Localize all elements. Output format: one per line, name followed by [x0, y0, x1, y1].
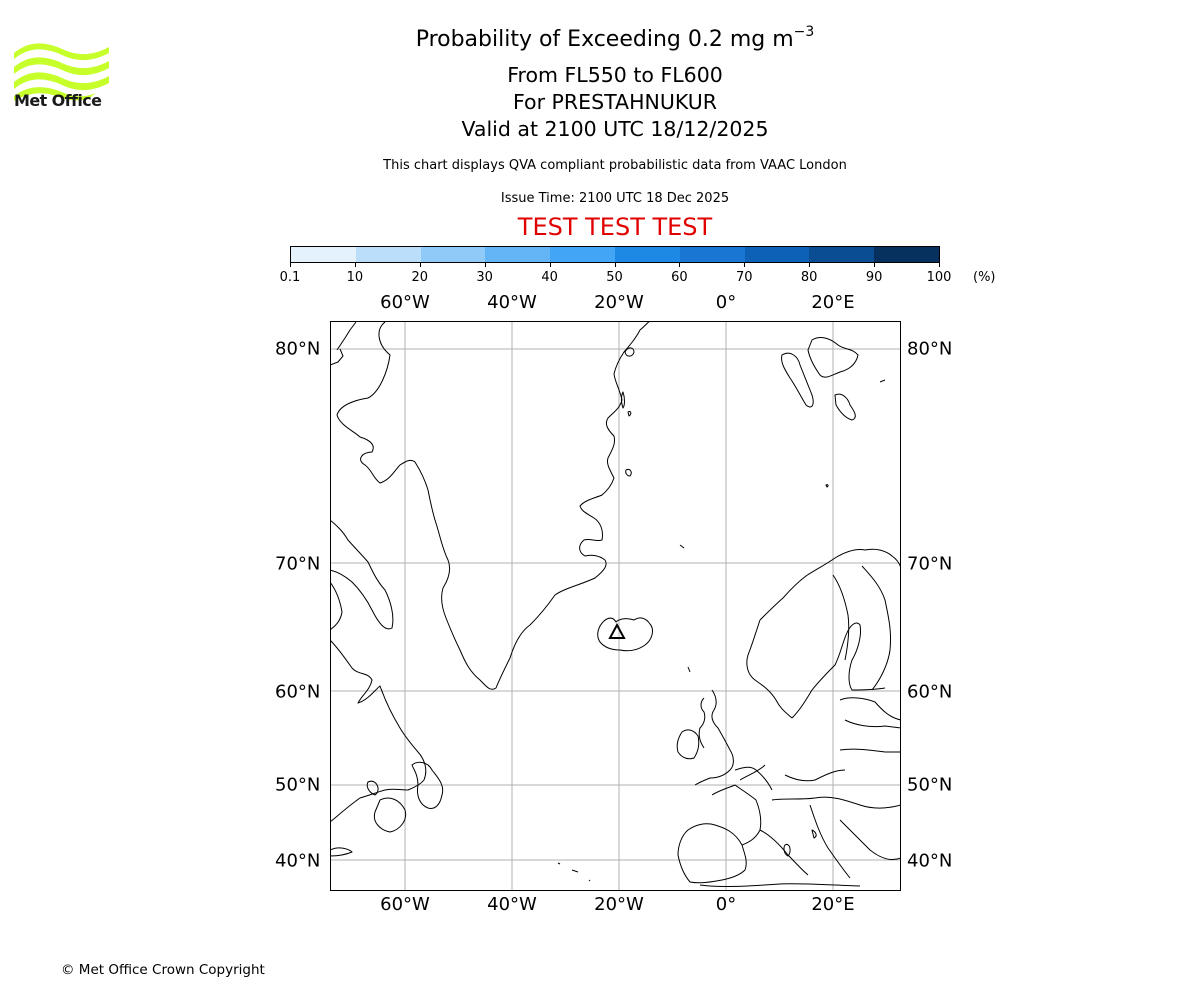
colorbar-tick-label: 40 [541, 270, 558, 285]
lat-label-left: 70°N [275, 553, 321, 575]
colorbar-segment [291, 247, 356, 262]
colorbar-segment [420, 247, 486, 262]
colorbar-tick [419, 262, 421, 267]
colorbar-segment [355, 247, 421, 262]
lon-label-top: 60°W [380, 292, 430, 313]
lat-label-left: 60°N [275, 681, 321, 703]
lon-label-bottom: 60°W [380, 894, 430, 915]
colorbar-tick [679, 262, 681, 267]
colorbar-tick [744, 262, 746, 267]
colorbar-tick [874, 262, 876, 267]
issue-time: Issue Time: 2100 UTC 18 Dec 2025 [500, 191, 730, 206]
lat-label-left: 40°N [275, 850, 321, 872]
colorbar-tick-label: 70 [736, 270, 753, 285]
colorbar-unit: (%) [973, 270, 996, 285]
colorbar-tick [939, 262, 940, 267]
copyright-notice: © Met Office Crown Copyright [61, 962, 265, 978]
lon-label-top: 40°W [487, 292, 537, 313]
test-banner: TEST TEST TEST [517, 213, 713, 241]
lon-label-bottom: 20°W [594, 894, 644, 915]
lat-label-right: 40°N [907, 850, 953, 872]
lat-label-right: 80°N [907, 338, 953, 360]
lat-label-right: 70°N [907, 553, 953, 575]
lat-label-right: 50°N [907, 774, 953, 796]
lat-label-left: 80°N [275, 338, 321, 360]
colorbar-tick [484, 262, 486, 267]
lat-label-left: 50°N [275, 774, 321, 796]
colorbar-tick-label: 80 [800, 270, 818, 285]
colorbar-segment [679, 247, 745, 262]
met-office-logo-icon [14, 43, 109, 101]
map-panel [330, 321, 901, 891]
lon-label-bottom: 0° [715, 894, 737, 915]
chart-description: This chart displays QVA compliant probab… [383, 158, 847, 173]
colorbar-segment [614, 247, 680, 262]
met-office-logo-text: Met Office [14, 91, 102, 110]
chart-title: Probability of Exceeding 0.2 mg m−3 [415, 23, 815, 52]
colorbar-tick-label: 100 [926, 270, 952, 285]
coastlines [330, 321, 901, 888]
colorbar-segment [874, 247, 939, 262]
colorbar-tick [549, 262, 551, 267]
colorbar-tick-label: 50 [606, 270, 623, 285]
colorbar-tick-label: 90 [865, 270, 883, 285]
lon-label-bottom: 20°E [811, 894, 855, 915]
colorbar-tick [290, 262, 291, 267]
colorbar-tick-label: 60 [671, 270, 688, 285]
colorbar-tick-label: 10 [346, 270, 364, 285]
colorbar-segment [809, 247, 875, 262]
valid-time: Valid at 2100 UTC 18/12/2025 [461, 117, 769, 141]
colorbar-segment [550, 247, 615, 262]
colorbar-tick [809, 262, 811, 267]
lon-label-top: 20°W [594, 292, 644, 313]
colorbar-segment [485, 247, 551, 262]
lat-label-right: 60°N [907, 681, 953, 703]
volcano-name: For PRESTAHNUKUR [513, 90, 717, 114]
lon-label-top: 20°E [811, 292, 855, 313]
gridlines [330, 321, 901, 891]
lon-label-top: 0° [715, 292, 737, 313]
colorbar-tick-label: 0.1 [279, 270, 301, 285]
flight-level-range: From FL550 to FL600 [507, 63, 723, 87]
colorbar-tick-label: 30 [476, 270, 493, 285]
colorbar-tick [354, 262, 356, 267]
lon-label-bottom: 40°W [487, 894, 537, 915]
probability-colorbar [290, 246, 940, 263]
colorbar-tick [614, 262, 616, 267]
colorbar-segment [744, 247, 810, 262]
colorbar-tick-label: 20 [411, 270, 429, 285]
volcano-triangle-icon [608, 622, 626, 639]
